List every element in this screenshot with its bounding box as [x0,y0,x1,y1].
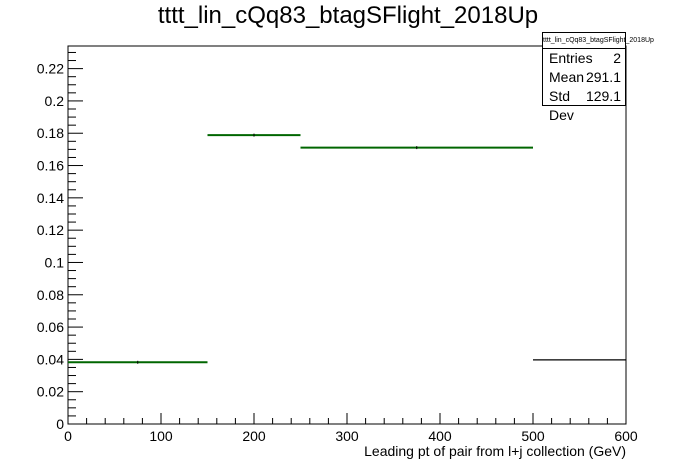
stats-row-entries: Entries 2 [543,49,625,68]
x-tick-label: 200 [242,428,266,444]
y-tick-label: 0.04 [37,351,64,367]
x-axis: 0 100 200 300 400 500 600 [64,413,638,444]
data-series [68,133,533,364]
y-tick-label: 0.1 [45,254,65,270]
stats-label: Entries [549,50,593,66]
stats-value: 2 [613,50,621,66]
y-tick-label: 0.18 [37,125,64,141]
y-tick-label: 0.22 [37,61,64,77]
stats-label: Mean [549,69,585,85]
x-tick-label: 0 [64,428,72,444]
y-tick-label: 0.14 [37,190,64,206]
y-tick-label: 0 [56,416,64,432]
x-tick-label: 500 [521,428,545,444]
y-tick-label: 0.06 [37,319,64,335]
y-tick-label: 0.2 [45,93,65,109]
y-axis: 0 0.02 0.04 0.06 0.08 0.1 0.12 0.14 0.16 0.18 0.2 0… [37,51,83,432]
chart-title: tttt_lin_cQq83_btagSFlight_2018Up [157,2,539,29]
stats-row-mean: Mean 291.1 [543,68,625,87]
x-tick-label: 400 [428,428,452,444]
y-tick-label: 0.12 [37,222,64,238]
y-tick-label: 0.02 [37,384,64,400]
x-tick-label: 100 [149,428,173,444]
histogram-bins [68,134,626,363]
stats-label: Std Dev [549,88,574,123]
stats-box-name: tttt_lin_cQq83_btagSFlight_2018Up [543,33,654,49]
x-axis-label: Leading pt of pair from l+j collection (… [364,443,626,459]
x-tick-label: 300 [335,428,359,444]
y-tick-label: 0.16 [37,158,64,174]
stats-value: 291.1 [585,69,621,85]
y-tick-label: 0.08 [37,287,64,303]
stats-box: tttt_lin_cQq83_btagSFlight_2018Up Entrie… [542,32,654,123]
stats-row-stddev: Std Dev 129.1 [543,87,625,125]
stats-value: 129.1 [585,88,621,104]
x-tick-label: 600 [614,428,638,444]
